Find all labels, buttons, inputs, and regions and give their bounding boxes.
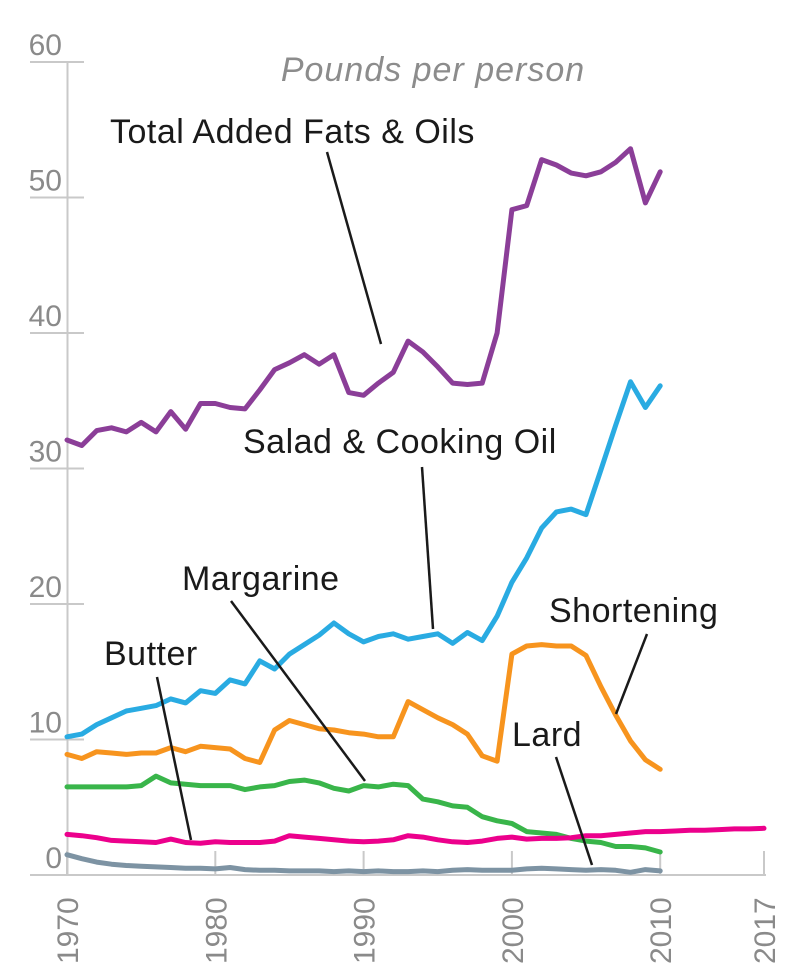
y-tick-label-60: 60 (29, 29, 62, 62)
annotation-label-lard: Lard (512, 716, 582, 754)
annotation-label-shortening: Shortening (549, 592, 718, 630)
annotation-label-margarine: Margarine (182, 560, 340, 598)
annotation-leader-margarine (229, 600, 367, 782)
series-line-salad-cooking-oil (64, 379, 663, 740)
annotation-label-butter: Butter (104, 635, 198, 673)
x-tick-label-1980: 1980 (200, 897, 233, 964)
y-tick-label-0: 0 (45, 842, 62, 875)
chart-title: Pounds per person (281, 51, 585, 89)
x-tick-label-2017: 2017 (749, 897, 782, 964)
annotation-leader-total-added-fats-oils (325, 151, 383, 345)
annotation-leader-salad-cooking-oil (420, 466, 435, 630)
series-line-total-added-fats-oils (64, 146, 663, 448)
y-tick-label-50: 50 (29, 165, 62, 198)
series-line-shortening (64, 642, 663, 772)
y-tick-label-30: 30 (29, 436, 62, 469)
annotation-label-salad-cooking-oil: Salad & Cooking Oil (243, 423, 557, 461)
x-tick-label-2000: 2000 (497, 897, 530, 964)
annotation-leader-shortening (614, 633, 649, 715)
y-tick-label-20: 20 (29, 571, 62, 604)
y-tick-label-10: 10 (29, 707, 62, 740)
series-line-lard (64, 852, 663, 875)
y-tick-label-40: 40 (29, 300, 62, 333)
x-tick-label-2010: 2010 (645, 897, 678, 964)
series-layer (64, 146, 767, 875)
annotation-label-total-added-fats-oils: Total Added Fats & Oils (110, 113, 475, 151)
annotation-layer: Total Added Fats & Oils Salad & Cooking O… (104, 113, 718, 866)
x-tick-label-1990: 1990 (349, 897, 382, 964)
annotation-leader-butter (155, 676, 193, 841)
series-line-butter (64, 825, 767, 846)
x-tick-label-1970: 1970 (52, 897, 85, 964)
annotation-leader-lard (554, 756, 594, 866)
